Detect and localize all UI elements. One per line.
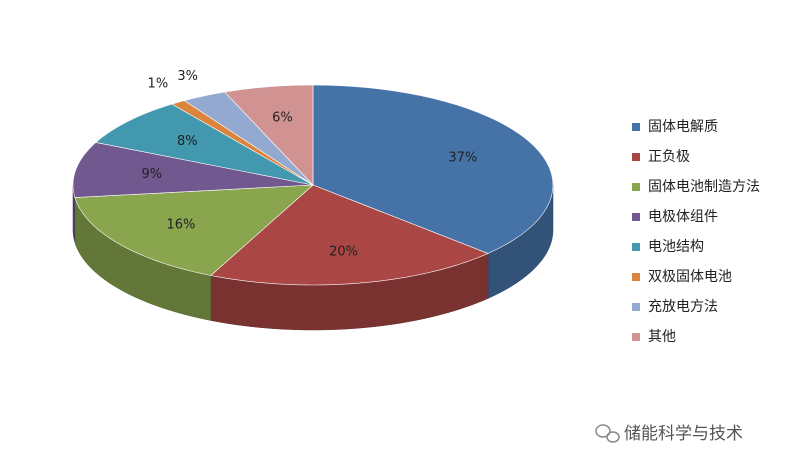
data-label: 6% bbox=[272, 111, 293, 126]
legend-swatch bbox=[632, 333, 640, 341]
data-label: 16% bbox=[167, 217, 196, 232]
legend-label: 其他 bbox=[648, 329, 676, 345]
data-label: 8% bbox=[177, 134, 198, 149]
legend-label: 电池结构 bbox=[648, 239, 704, 255]
legend-swatch bbox=[632, 273, 640, 281]
legend-label: 双极固体电池 bbox=[648, 269, 732, 285]
slice bbox=[183, 91, 314, 186]
legend-swatch bbox=[632, 183, 640, 191]
slice bbox=[210, 184, 489, 286]
data-label: 9% bbox=[141, 167, 162, 182]
legend-label: 正负极 bbox=[648, 149, 690, 165]
data-label: 1% bbox=[148, 76, 169, 91]
data-label: 3% bbox=[177, 69, 198, 84]
legend-label: 固体电池制造方法 bbox=[648, 179, 760, 195]
watermark-icon bbox=[595, 424, 620, 443]
slice bbox=[171, 100, 314, 186]
legend-label: 固体电解质 bbox=[648, 119, 718, 135]
legend-swatch bbox=[632, 153, 640, 161]
watermark: 储能科学与技术 bbox=[624, 424, 743, 444]
slice bbox=[224, 84, 314, 186]
legend-label: 充放电方法 bbox=[648, 299, 718, 315]
data-label: 37% bbox=[448, 150, 477, 165]
slice bbox=[312, 84, 554, 254]
legend-swatch bbox=[632, 123, 640, 131]
legend-label: 电极体组件 bbox=[648, 209, 718, 225]
data-label: 20% bbox=[329, 244, 358, 259]
legend-swatch bbox=[632, 303, 640, 311]
legend-swatch bbox=[632, 213, 640, 221]
legend-swatch bbox=[632, 243, 640, 251]
slice bbox=[72, 142, 314, 198]
slice bbox=[95, 103, 314, 186]
slice bbox=[74, 184, 314, 276]
